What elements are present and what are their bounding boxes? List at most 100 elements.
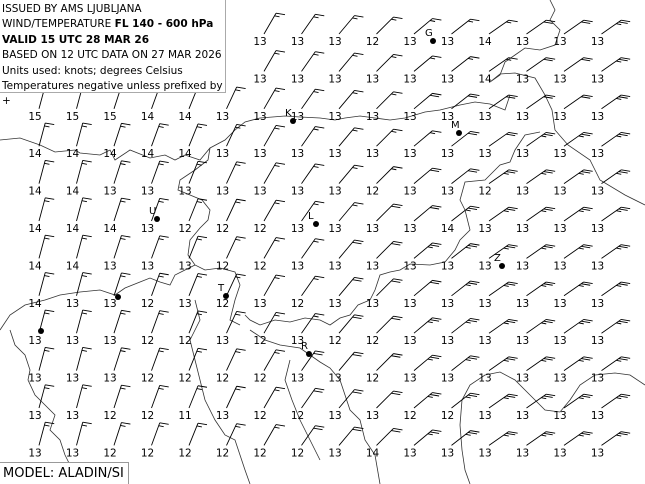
wind-barb bbox=[376, 203, 403, 222]
temperature-value: 13 bbox=[478, 148, 491, 160]
wind-barb bbox=[451, 93, 480, 110]
temperature-value: 13 bbox=[366, 298, 379, 310]
wind-barb bbox=[263, 237, 286, 259]
temperature-value: 12 bbox=[366, 335, 379, 347]
wind-barb bbox=[226, 86, 246, 109]
station-dot bbox=[499, 263, 505, 269]
temperature-value: 12 bbox=[178, 447, 191, 459]
temperature-value: 12 bbox=[141, 410, 154, 422]
wind-barb bbox=[226, 311, 246, 334]
wind-barb bbox=[301, 387, 325, 409]
wind-barb bbox=[226, 198, 246, 222]
wind-barb bbox=[226, 423, 246, 446]
temperature-value: 12 bbox=[478, 186, 491, 198]
wind-barb bbox=[38, 384, 55, 409]
station-dot bbox=[154, 216, 160, 222]
wind-barb bbox=[488, 131, 518, 147]
station-label: L bbox=[308, 211, 314, 222]
flight-level: FL 140 - 600 hPa bbox=[114, 18, 214, 31]
wind-barb bbox=[488, 57, 518, 72]
station-dot bbox=[430, 38, 436, 44]
temperature-value: 13 bbox=[291, 186, 304, 198]
wind-barb bbox=[263, 87, 286, 110]
temperature-value: 12 bbox=[141, 373, 154, 385]
temperature-value: 13 bbox=[366, 260, 379, 272]
wind-barb bbox=[76, 272, 92, 296]
wind-barb bbox=[526, 431, 556, 446]
wind-barb bbox=[113, 384, 131, 409]
temperature-value: 13 bbox=[403, 148, 416, 160]
temperature-value: 13 bbox=[66, 447, 79, 459]
wind-barb bbox=[301, 350, 325, 371]
temperature-value: 13 bbox=[478, 260, 491, 272]
valid-time: VALID 15 UTC 28 MAR 26 bbox=[2, 33, 225, 48]
wind-barb bbox=[413, 18, 442, 35]
wind-barb bbox=[601, 206, 631, 222]
wind-barb bbox=[263, 424, 286, 446]
temperature-value: 13 bbox=[553, 298, 566, 310]
wind-barb bbox=[601, 431, 631, 446]
wind-barb bbox=[38, 234, 55, 259]
temperature-value: 12 bbox=[291, 447, 304, 459]
wind-barb bbox=[338, 164, 364, 184]
river-sava bbox=[459, 371, 645, 484]
temperature-value: 14 bbox=[66, 260, 80, 272]
eastern-border-mid bbox=[244, 131, 541, 326]
wind-barb bbox=[151, 123, 169, 147]
temperature-value: 13 bbox=[291, 335, 304, 347]
wind-barb bbox=[413, 354, 442, 371]
wind-barb bbox=[413, 392, 442, 409]
wind-barb bbox=[601, 281, 631, 297]
wind-barb bbox=[451, 168, 480, 184]
wind-barb bbox=[451, 205, 480, 222]
wind-barb bbox=[301, 51, 325, 72]
temperature-value: 12 bbox=[141, 447, 154, 459]
temperature-value: 13 bbox=[591, 73, 604, 85]
temperature-value: 13 bbox=[216, 335, 229, 347]
temperature-value: 13 bbox=[366, 148, 379, 160]
wind-barb bbox=[263, 199, 286, 222]
wind-barb bbox=[113, 347, 131, 371]
temperature-value: 13 bbox=[28, 335, 41, 347]
temperature-value: 12 bbox=[103, 447, 116, 459]
wind-barb bbox=[113, 309, 131, 334]
wind-barb bbox=[413, 92, 442, 110]
station-label: K bbox=[285, 108, 292, 119]
temperature-value: 13 bbox=[178, 260, 191, 272]
northern-border bbox=[0, 94, 511, 161]
wind-barb bbox=[338, 15, 364, 35]
temperature-value: 13 bbox=[591, 260, 604, 272]
wind-barb bbox=[376, 390, 403, 409]
wind-barb bbox=[263, 50, 286, 72]
temperature-value: 13 bbox=[591, 148, 604, 160]
wind-barb bbox=[301, 163, 325, 184]
temperature-value: 13 bbox=[591, 447, 604, 459]
temperature-value: 14 bbox=[141, 148, 155, 160]
temperature-value: 11 bbox=[178, 410, 191, 422]
temperature-value: 13 bbox=[553, 148, 566, 160]
temperature-value: 13 bbox=[178, 298, 191, 310]
temperature-value: 13 bbox=[328, 447, 341, 459]
kvarner-coast bbox=[249, 329, 381, 484]
temperature-value: 12 bbox=[216, 223, 229, 235]
wind-barb bbox=[226, 124, 246, 147]
wind-barb bbox=[563, 206, 593, 222]
station-dot bbox=[290, 118, 296, 124]
wind-barb bbox=[601, 19, 631, 35]
wind-barb bbox=[38, 346, 55, 371]
temperature-value: 13 bbox=[141, 260, 154, 272]
wind-barb bbox=[338, 389, 364, 409]
temperature-value: 13 bbox=[291, 148, 304, 160]
temperature-value: 12 bbox=[103, 410, 116, 422]
wind-barb bbox=[413, 317, 442, 334]
wind-barb bbox=[413, 279, 442, 297]
temperature-value: 12 bbox=[253, 447, 266, 459]
temperature-value: 13 bbox=[553, 223, 566, 235]
temperature-value: 13 bbox=[553, 73, 566, 85]
temperature-value: 13 bbox=[328, 148, 341, 160]
temperature-value: 13 bbox=[28, 410, 41, 422]
temperature-value: 13 bbox=[403, 36, 416, 48]
temperature-value: 13 bbox=[403, 335, 416, 347]
temperature-value: 13 bbox=[591, 36, 604, 48]
